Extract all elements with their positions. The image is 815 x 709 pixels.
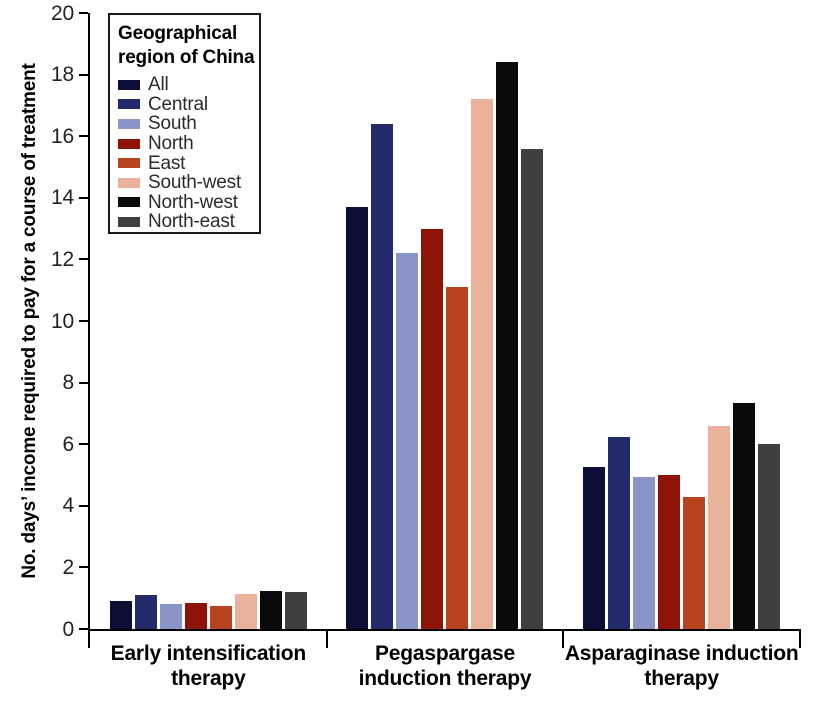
bar-central: [134, 595, 157, 629]
legend-item-label: North-east: [148, 211, 235, 233]
legend-swatch-icon: [118, 118, 140, 129]
y-axis-tick: [79, 566, 88, 569]
bar-east: [209, 605, 232, 629]
legend-item-south: South: [118, 114, 255, 134]
y-axis-tick: [79, 73, 88, 76]
y-axis-tick: [79, 135, 88, 138]
bar-south: [159, 604, 182, 629]
legend-title: Geographical region of China: [118, 23, 255, 68]
bar-east: [446, 287, 469, 629]
legend-item-label: North-west: [148, 191, 238, 213]
y-axis-tick: [79, 381, 88, 384]
plot-area: 0 2 4 6 8 10 12 14 16 18 20 Early intensification t…: [51, 3, 801, 690]
y-tick-label: 18: [51, 63, 74, 87]
legend-swatch-icon: [118, 158, 140, 169]
legend-item-label: Central: [148, 93, 208, 115]
y-tick-label: 20: [51, 1, 74, 25]
bar-east: [683, 496, 706, 629]
bar-central: [608, 436, 631, 629]
legend-swatch-icon: [118, 138, 140, 149]
bar-group: [327, 13, 564, 629]
bar-group: [90, 13, 327, 629]
x-group-label: Asparaginase induction therapy: [564, 642, 799, 690]
legend-item-north: North: [118, 134, 255, 154]
legend-swatch-icon: [118, 99, 140, 110]
bar-north-east: [521, 148, 544, 629]
x-group-label: Pegaspargase induction therapy: [358, 642, 532, 690]
y-tick-label: 12: [51, 247, 74, 271]
bar-north-west: [733, 402, 756, 629]
x-group-label: Early intensification therapy: [110, 642, 307, 690]
y-axis-tick: [79, 443, 88, 446]
legend-swatch-icon: [118, 79, 140, 90]
legend-item-label: South: [148, 113, 197, 135]
bar-north-east: [284, 592, 307, 629]
y-tick-label: 10: [51, 309, 74, 333]
bar-south: [633, 476, 656, 629]
legend-items: All Central South North East South-west North-…: [118, 75, 255, 232]
bar-all: [109, 601, 132, 629]
y-tick-label: 16: [51, 124, 74, 148]
legend-item-north-west: North-west: [118, 193, 255, 213]
bar-north: [421, 228, 444, 629]
y-tick-label: 8: [62, 371, 75, 395]
y-axis-tick: [79, 320, 88, 322]
y-tick-label: 2: [62, 555, 75, 579]
legend-swatch-icon: [118, 177, 140, 188]
x-axis-tick: [88, 629, 90, 648]
x-axis-tick: [799, 629, 801, 648]
bar-south-west: [708, 425, 731, 629]
y-tick-label: 6: [62, 432, 75, 456]
legend-item-east: East: [118, 153, 255, 173]
y-tick-label: 4: [62, 494, 75, 518]
bar-north: [184, 602, 207, 629]
bar-south-west: [234, 593, 257, 629]
legend-item-label: East: [148, 152, 186, 174]
bar-south-west: [471, 99, 494, 629]
bar-north: [658, 475, 681, 629]
y-axis-tick: [79, 258, 88, 261]
legend-swatch-icon: [118, 197, 140, 208]
legend-item-label: All: [148, 74, 169, 96]
bar-all: [346, 207, 369, 629]
x-axis-tick: [325, 629, 328, 648]
legend-item-central: Central: [118, 95, 255, 115]
legend-item-label: North: [148, 133, 194, 155]
legend-item-all: All: [118, 75, 255, 95]
x-axis-tick: [562, 629, 565, 648]
bar-north-west: [259, 590, 282, 629]
y-axis-tick: [79, 628, 88, 630]
y-axis-tick: [79, 12, 88, 14]
legend-item-label: South-west: [148, 172, 242, 194]
bar-south: [396, 253, 419, 629]
legend-item-north-east: North-east: [118, 212, 255, 232]
y-tick-label: 14: [51, 186, 74, 210]
legend-box: Geographical region of China All Central S…: [108, 13, 261, 234]
y-tick-label: 0: [62, 617, 75, 641]
bar-north-west: [496, 62, 519, 629]
y-axis-tick: [79, 196, 88, 199]
bar-central: [371, 123, 394, 629]
y-axis-tick: [79, 504, 88, 507]
bar-all: [583, 467, 606, 629]
bar-north-east: [758, 444, 781, 629]
bar-group: [563, 13, 800, 629]
legend-swatch-icon: [118, 216, 140, 227]
legend-item-south-west: South-west: [118, 173, 255, 193]
